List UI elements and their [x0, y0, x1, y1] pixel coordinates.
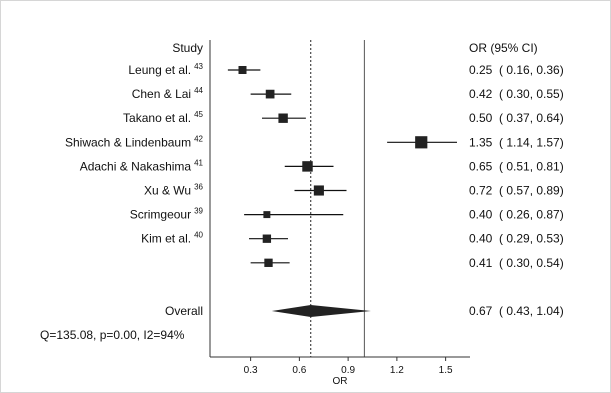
point-estimate-square	[278, 113, 288, 123]
or-ci-value: 0.72 ( 0.57, 0.89)	[469, 184, 564, 198]
point-estimate-square	[302, 161, 313, 172]
study-name: Kim et al.	[141, 232, 191, 246]
point-estimate-square	[265, 89, 275, 99]
study-row: Leung et al. 43 0.25 ( 0.16, 0.36)	[128, 62, 563, 77]
study-reference: 36	[194, 183, 203, 192]
study-reference: 44	[194, 86, 203, 95]
study-label: Chen & Lai 44	[132, 86, 204, 101]
heterogeneity-stats: Q=135.08, p=0.00, I2=94%	[40, 328, 185, 342]
study-reference: 40	[194, 231, 203, 240]
x-axis-label: OR	[333, 376, 348, 387]
study-row: Xu & Wu 36 0.72 ( 0.57, 0.89)	[144, 183, 564, 198]
or-ci-value: 0.25 ( 0.16, 0.36)	[469, 63, 564, 77]
study-reference: 42	[194, 134, 203, 143]
or-ci-column-header: OR (95% CI)	[469, 41, 538, 55]
or-ci-value: 0.40 ( 0.26, 0.87)	[469, 208, 564, 222]
study-row: Chen & Lai 44 0.42 ( 0.30, 0.55)	[132, 86, 564, 101]
study-label: Scrimgeour 39	[130, 207, 204, 222]
or-ci-value: 0.42 ( 0.30, 0.55)	[469, 87, 564, 101]
study-row: Kim et al. 40 0.40 ( 0.29, 0.53)	[141, 231, 564, 246]
study-label: Takano et al. 45	[123, 110, 203, 125]
study-rows: Leung et al. 43 0.25 ( 0.16, 0.36) Chen & L…	[65, 62, 564, 318]
study-name: Shiwach & Lindenbaum	[65, 135, 191, 149]
study-reference: 41	[194, 158, 203, 167]
overall-row: Overall 0.67 ( 0.43, 1.04)	[165, 304, 564, 318]
x-tick-label: 0.6	[292, 365, 306, 376]
plot-lines	[209, 40, 365, 357]
study-name: Chen & Lai	[132, 87, 191, 101]
study-reference: 39	[194, 207, 203, 216]
point-estimate-square	[313, 185, 324, 196]
study-name: Scrimgeour	[130, 208, 191, 222]
or-ci-value: 0.40 ( 0.29, 0.53)	[469, 232, 564, 246]
point-estimate-square	[262, 234, 272, 243]
or-ci-value: 1.35 ( 1.14, 1.57)	[469, 135, 564, 149]
x-axis: 0.3 0.6 0.9 1.2 1.5	[210, 356, 470, 376]
study-name: Takano et al.	[123, 111, 191, 125]
point-estimate-square	[238, 66, 247, 74]
x-tick-label: 1.2	[390, 365, 404, 376]
study-reference: 43	[194, 62, 203, 71]
overall-or-ci-value: 0.67 ( 0.43, 1.04)	[469, 304, 564, 318]
or-ci-value: 0.41 ( 0.30, 0.54)	[469, 256, 564, 270]
point-estimate-square	[263, 211, 271, 219]
study-label: Kim et al. 40	[141, 231, 203, 246]
study-row: Takano et al. 45 0.50 ( 0.37, 0.64)	[123, 110, 564, 125]
study-row: Scrimgeour 39 0.40 ( 0.26, 0.87)	[130, 207, 564, 222]
study-name: Leung et al.	[128, 63, 191, 77]
study-column-header: Study	[172, 41, 203, 55]
study-row: Adachi & Nakashima 41 0.65 ( 0.51, 0.81)	[80, 158, 564, 173]
study-row: Shiwach & Lindenbaum 42 1.35 ( 1.14, 1.57)	[65, 134, 564, 149]
study-label: Xu & Wu 36	[144, 183, 204, 198]
study-label: Leung et al. 43	[128, 62, 203, 77]
study-name: Adachi & Nakashima	[80, 159, 192, 173]
point-estimate-square	[415, 136, 428, 149]
overall-diamond	[271, 305, 371, 317]
or-ci-value: 0.65 ( 0.51, 0.81)	[469, 159, 564, 173]
x-tick-label: 1.5	[439, 365, 453, 376]
study-row: 0.41 ( 0.30, 0.54)	[250, 256, 564, 270]
or-ci-value: 0.50 ( 0.37, 0.64)	[469, 111, 564, 125]
study-label: Adachi & Nakashima 41	[80, 158, 204, 173]
x-tick-label: 0.9	[341, 365, 355, 376]
study-label: Shiwach & Lindenbaum 42	[65, 134, 204, 149]
study-name: Xu & Wu	[144, 184, 191, 198]
x-tick-label: 0.3	[244, 365, 258, 376]
overall-label: Overall	[165, 304, 203, 318]
study-reference: 45	[194, 110, 203, 119]
point-estimate-square	[264, 258, 273, 267]
